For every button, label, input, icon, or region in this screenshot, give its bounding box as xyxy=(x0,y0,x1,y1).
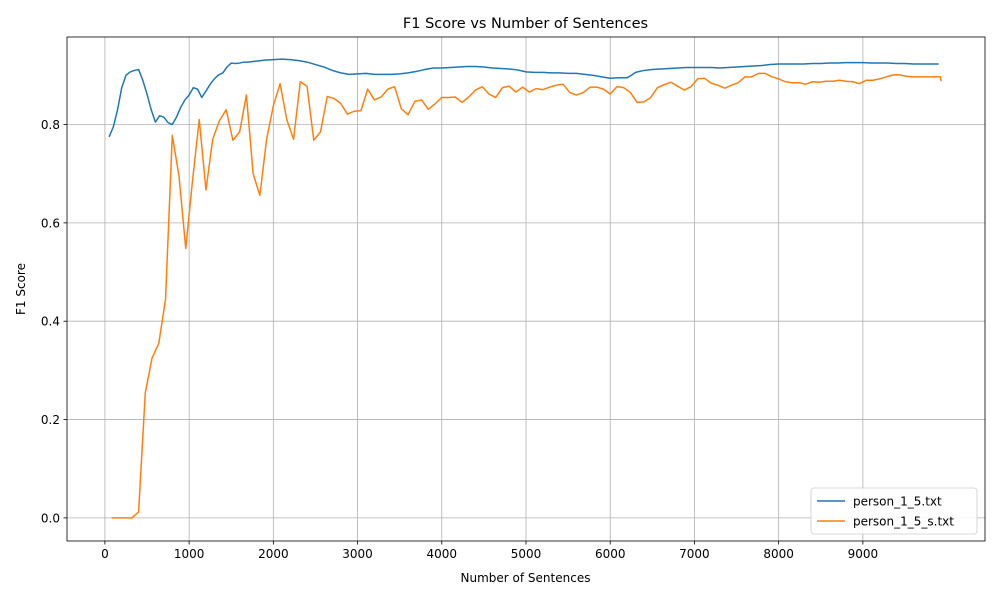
x-tick-label: 8000 xyxy=(763,547,794,561)
x-tick-label: 1000 xyxy=(174,547,205,561)
series-layer xyxy=(108,58,942,519)
chart-title: F1 Score vs Number of Sentences xyxy=(403,16,648,32)
y-axis-label: F1 Score xyxy=(14,263,28,315)
x-tick-label: 5000 xyxy=(511,547,542,561)
legend: person_1_5.txt person_1_5_s.txt xyxy=(810,487,978,535)
y-tick-label: 0.2 xyxy=(41,413,60,427)
x-tick-label: 0 xyxy=(101,547,109,561)
x-tick-label: 3000 xyxy=(342,547,373,561)
series-line-1 xyxy=(108,58,939,138)
legend-label-1: person_1_5.txt xyxy=(853,495,942,509)
x-tick-label: 2000 xyxy=(258,547,289,561)
x-tick-label: 4000 xyxy=(427,547,458,561)
ticks: 0 1000 2000 3000 4000 5000 6000 7000 8000 9000 0.0… xyxy=(41,118,878,561)
legend-label-2: person_1_5_s.txt xyxy=(853,515,954,529)
x-axis-label: Number of Sentences xyxy=(461,571,591,585)
x-tick-label: 9000 xyxy=(848,547,879,561)
y-tick-label: 0.4 xyxy=(41,315,60,329)
y-tick-label: 0.6 xyxy=(41,216,60,230)
x-tick-label: 6000 xyxy=(595,547,626,561)
y-tick-label: 0.8 xyxy=(41,118,60,132)
x-tick-label: 7000 xyxy=(679,547,710,561)
legend-box xyxy=(810,487,978,535)
y-tick-label: 0.0 xyxy=(41,511,60,525)
series-line-2 xyxy=(111,72,942,519)
